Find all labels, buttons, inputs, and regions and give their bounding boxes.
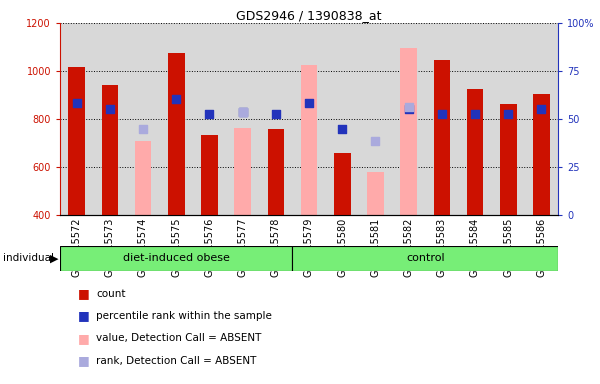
Bar — [168, 53, 185, 215]
Point — [503, 111, 513, 118]
Point — [238, 109, 247, 115]
Point — [337, 126, 347, 132]
Point — [172, 96, 181, 103]
Point — [72, 100, 82, 106]
Bar — [533, 94, 550, 215]
Bar — [268, 129, 284, 215]
Point — [105, 106, 115, 112]
Point — [536, 106, 546, 112]
Text: value, Detection Call = ABSENT: value, Detection Call = ABSENT — [96, 333, 262, 343]
Point — [238, 109, 247, 115]
Bar — [101, 86, 118, 215]
Point — [437, 111, 446, 118]
Bar — [68, 68, 85, 215]
Bar — [235, 128, 251, 215]
Text: rank, Detection Call = ABSENT: rank, Detection Call = ABSENT — [96, 356, 256, 366]
Title: GDS2946 / 1390838_at: GDS2946 / 1390838_at — [236, 9, 382, 22]
Bar — [467, 89, 484, 215]
Bar — [134, 141, 151, 215]
Text: diet-induced obese: diet-induced obese — [123, 253, 230, 263]
Bar — [334, 153, 350, 215]
Text: control: control — [406, 253, 445, 263]
Bar — [292, 246, 558, 271]
Text: percentile rank within the sample: percentile rank within the sample — [96, 311, 272, 321]
Text: ■: ■ — [78, 310, 90, 323]
Point — [371, 137, 380, 144]
Point — [404, 104, 413, 110]
Bar — [201, 135, 218, 215]
Bar — [301, 65, 317, 215]
Text: ■: ■ — [78, 287, 90, 300]
Point — [404, 106, 413, 112]
Point — [205, 111, 214, 118]
Text: count: count — [96, 289, 125, 299]
Bar — [60, 246, 292, 271]
Point — [138, 126, 148, 132]
Text: individual: individual — [3, 253, 54, 263]
Text: ■: ■ — [78, 332, 90, 345]
Point — [271, 111, 281, 118]
Text: ■: ■ — [78, 354, 90, 367]
Bar — [500, 104, 517, 215]
Point — [304, 100, 314, 106]
Text: ▶: ▶ — [50, 253, 58, 263]
Bar — [400, 48, 417, 215]
Bar — [433, 60, 450, 215]
Point — [470, 111, 480, 118]
Bar — [367, 172, 384, 215]
